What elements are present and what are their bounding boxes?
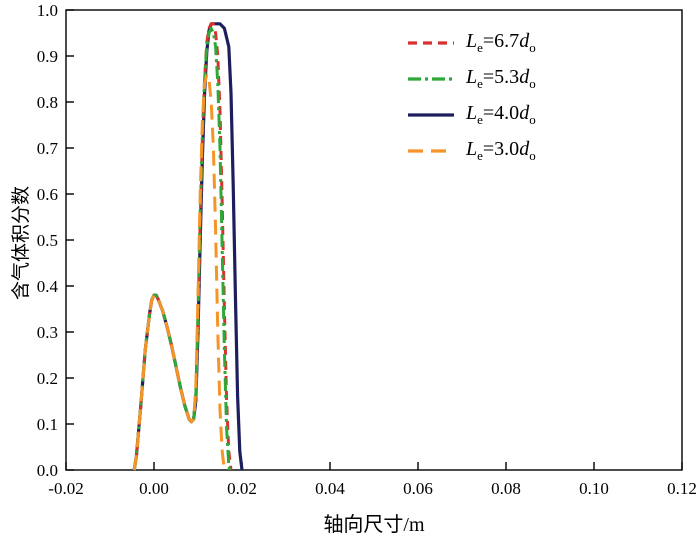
y-tick-label: 0.6 (37, 185, 58, 204)
y-tick-label: 1.0 (37, 1, 58, 20)
y-tick-label: 0.8 (37, 93, 58, 112)
series-group (132, 22, 244, 471)
legend-line-sample (408, 77, 454, 81)
x-tick-label: 0.02 (227, 479, 257, 498)
legend-item-Le=6.7do: Le=6.7do (408, 30, 536, 56)
legend-label: Le=4.0do (466, 102, 536, 127)
legend-line-sample (408, 41, 454, 45)
x-tick-label: 0.08 (491, 479, 521, 498)
x-tick-label: 0.10 (579, 479, 609, 498)
legend-item-Le=3.0do: Le=3.0do (408, 138, 536, 164)
axis-box (65, 9, 683, 471)
y-axis-label: 含气体积分数 (11, 185, 32, 300)
y-tick-label: 0.7 (37, 139, 59, 158)
series-line-Le=3.0do (132, 72, 226, 471)
y-tick-label: 0.2 (37, 369, 58, 388)
legend-item-Le=4.0do: Le=4.0do (408, 102, 536, 128)
y-tick-label: 0.5 (37, 231, 58, 250)
x-tick-label: 0.12 (667, 479, 697, 498)
y-tick-label: 0.4 (37, 277, 59, 296)
x-tick-label: -0.02 (48, 479, 83, 498)
legend-label: Le=3.0do (466, 138, 536, 163)
legend-label: Le=5.3do (466, 66, 536, 91)
x-tick-label: 0.04 (315, 479, 345, 498)
y-tick-label: 0.1 (37, 415, 58, 434)
legend-line-sample (408, 113, 454, 117)
legend-item-Le=5.3do: Le=5.3do (408, 66, 536, 92)
legend-label: Le=6.7do (466, 30, 536, 55)
y-tick-label: 0.0 (37, 461, 58, 480)
x-axis-label: 轴向尺寸/m (323, 514, 425, 536)
y-tick-label: 0.9 (37, 47, 58, 66)
x-tick-label: 0.06 (403, 479, 433, 498)
legend-line-sample (408, 149, 454, 153)
y-tick-label: 0.3 (37, 323, 58, 342)
x-tick-label: 0.00 (139, 479, 169, 498)
legend: Le=6.7do Le=5.3do Le=4.0do Le=3.0do (408, 30, 536, 164)
